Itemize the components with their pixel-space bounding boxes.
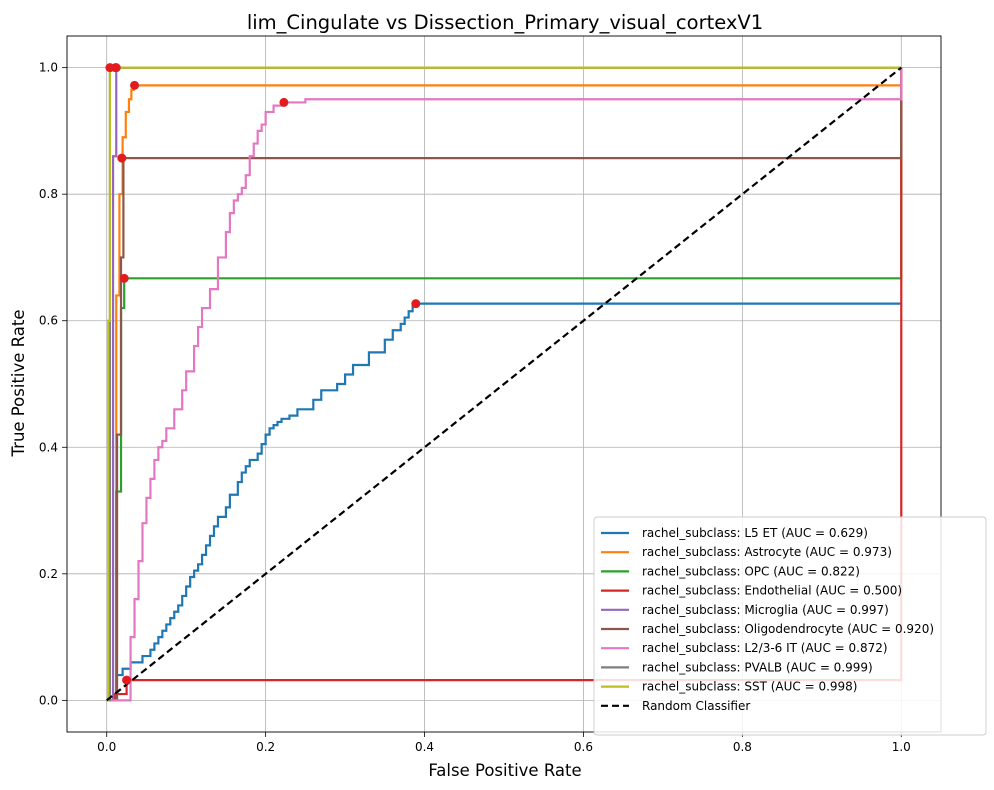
optimal-point-6 [279, 97, 289, 107]
legend-label-6: rachel_subclass: L2/3-6 IT (AUC = 0.872) [642, 641, 888, 655]
legend-label-4: rachel_subclass: Microglia (AUC = 0.997) [642, 603, 889, 617]
y-axis-label: True Positive Rate [9, 310, 28, 458]
x-axis-label: False Positive Rate [428, 761, 581, 780]
x-tick-label: 1.0 [892, 740, 911, 754]
legend-label-5: rachel_subclass: Oligodendrocyte (AUC = … [642, 622, 934, 636]
series-line-5 [106, 67, 903, 702]
legend-label-0: rachel_subclass: L5 ET (AUC = 0.629) [642, 526, 868, 540]
optimal-points-group [105, 63, 421, 685]
legend-label-9: Random Classifier [642, 699, 750, 713]
optimal-point-3 [122, 675, 132, 685]
chart-title: lim_Cingulate vs Dissection_Primary_visu… [247, 11, 763, 34]
x-tick-label: 0.6 [574, 740, 593, 754]
x-tick-label: 0.0 [97, 740, 116, 754]
legend: rachel_subclass: L5 ET (AUC = 0.629) rach… [593, 516, 987, 736]
optimal-point-5 [117, 153, 127, 163]
plot-frame [66, 35, 942, 733]
x-tick-label: 0.2 [256, 740, 275, 754]
legend-box [593, 516, 987, 736]
legend-label-8: rachel_subclass: SST (AUC = 0.998) [642, 680, 857, 694]
y-tick-label: 0.8 [39, 187, 58, 201]
legend-label-7: rachel_subclass: PVALB (AUC = 0.999) [642, 660, 873, 674]
y-tick-label: 0.6 [39, 314, 58, 328]
x-tick-label: 0.4 [415, 740, 434, 754]
optimal-point-8 [110, 63, 120, 73]
y-tick-label: 1.0 [39, 61, 58, 75]
optimal-point-0 [411, 299, 421, 309]
series-line-0 [106, 302, 902, 702]
legend-label-2: rachel_subclass: OPC (AUC = 0.822) [642, 564, 860, 578]
y-tick-label: 0.0 [39, 693, 58, 707]
y-tick-label: 0.4 [39, 440, 58, 454]
optimal-point-2 [119, 273, 129, 283]
legend-label-3: rachel_subclass: Endothelial (AUC = 0.50… [642, 584, 902, 598]
series-line-9 [106, 66, 902, 702]
optimal-point-1 [130, 80, 140, 90]
x-tick-label: 0.8 [733, 740, 752, 754]
legend-label-1: rachel_subclass: Astrocyte (AUC = 0.973) [642, 545, 892, 559]
y-tick-label: 0.2 [39, 567, 58, 581]
series-line-6 [106, 67, 903, 702]
